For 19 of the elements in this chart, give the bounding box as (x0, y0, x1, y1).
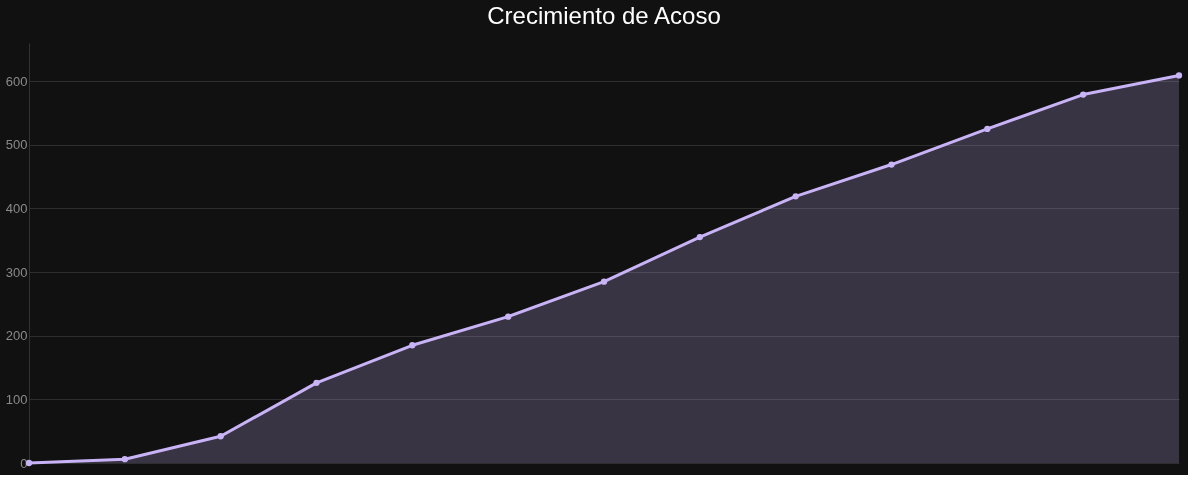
point (984, 125, 991, 133)
point (313, 379, 320, 386)
y-tick-label: 200 (5, 328, 28, 344)
point (505, 313, 512, 320)
point (217, 433, 224, 440)
y-tick-label: 400 (5, 200, 28, 216)
y-tick-label: 500 (5, 137, 28, 153)
point (1080, 91, 1087, 98)
point (792, 193, 799, 200)
point (1175, 72, 1183, 79)
point (121, 456, 128, 463)
point (888, 161, 895, 168)
y-tick-label: 100 (5, 391, 28, 407)
y-tick-label: 300 (5, 264, 28, 280)
chart-title: Crecimiento de Acoso (487, 2, 721, 29)
point (696, 233, 703, 241)
point (409, 342, 416, 349)
point (600, 278, 608, 285)
y-tick-label: 600 (5, 73, 28, 89)
